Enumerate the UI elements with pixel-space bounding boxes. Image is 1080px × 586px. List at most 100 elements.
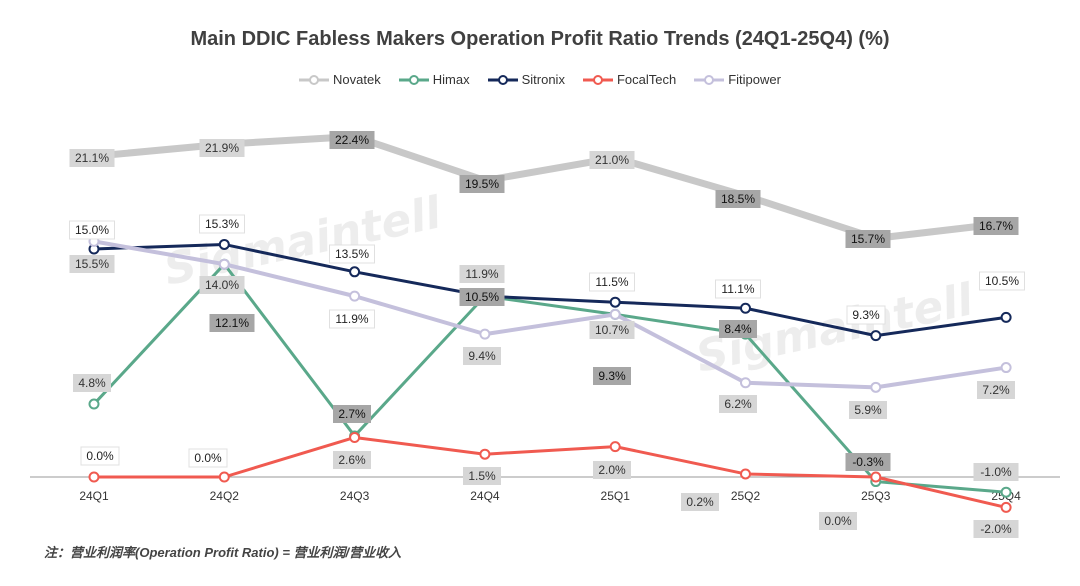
data-label-text: 22.4% xyxy=(335,133,369,147)
data-label-box xyxy=(589,151,635,169)
data-label-box xyxy=(69,255,115,273)
data-point xyxy=(88,398,100,410)
data-label-text: 21.9% xyxy=(205,141,239,155)
data-label-text: 15.3% xyxy=(205,217,239,231)
data-label-himax: 8.4% xyxy=(719,320,757,338)
data-label-sitronix: 15.0% xyxy=(69,220,115,240)
data-point xyxy=(479,448,491,460)
data-label-sitronix: 11.5% xyxy=(589,272,635,292)
data-label-text: 7.2% xyxy=(982,383,1010,397)
x-tick-label: 25Q1 xyxy=(601,489,631,503)
data-label-box xyxy=(973,217,1019,235)
data-label-focaltech: 0.2% xyxy=(681,493,719,511)
data-label-himax: -0.3% xyxy=(845,453,891,471)
legend-marker-icon xyxy=(398,74,429,85)
data-label-text: 0.0% xyxy=(824,514,852,528)
footnote: 注：营业利润率(Operation Profit Ratio) = 营业利润/营… xyxy=(44,545,402,560)
data-point xyxy=(479,328,491,340)
data-label-box xyxy=(589,321,635,339)
data-label-fitipower: 9.4% xyxy=(463,347,501,365)
data-label-novatek: 21.0% xyxy=(589,151,635,169)
chart-title: Main DDIC Fabless Makers Operation Profi… xyxy=(190,28,890,50)
data-label-novatek: 16.7% xyxy=(973,217,1019,235)
data-label-box xyxy=(719,320,757,338)
data-label-himax: 9.3% xyxy=(593,367,631,385)
data-label-box xyxy=(329,244,375,264)
data-point xyxy=(349,266,361,278)
data-label-novatek: 21.1% xyxy=(69,149,115,167)
data-label-box xyxy=(199,214,245,234)
data-label-focaltech: 2.6% xyxy=(333,451,371,469)
data-label-himax: 12.1% xyxy=(209,314,255,332)
legend-label: Fitipower xyxy=(728,72,781,87)
data-label-box xyxy=(463,467,501,485)
legend-item-sitronix: Sitronix xyxy=(487,72,565,87)
legend-item-novatek: Novatek xyxy=(299,72,381,87)
data-label-text: 2.6% xyxy=(338,453,366,467)
data-point xyxy=(870,381,882,393)
data-point xyxy=(740,302,751,314)
legend-marker-icon xyxy=(582,74,613,85)
data-label-himax: -1.0% xyxy=(973,463,1019,481)
data-point xyxy=(218,471,230,483)
data-point xyxy=(740,468,751,480)
data-label-text: 6.2% xyxy=(724,397,752,411)
data-label-box xyxy=(849,401,887,419)
data-label-box xyxy=(459,288,505,306)
data-label-text: 12.1% xyxy=(215,316,249,330)
data-label-sitronix: 13.5% xyxy=(329,244,375,264)
data-label-novatek: 22.4% xyxy=(329,131,375,149)
data-label-text: 15.0% xyxy=(75,223,109,237)
data-label-novatek: 18.5% xyxy=(715,190,761,208)
series-line-fitipower xyxy=(92,239,1009,390)
data-label-text: 2.7% xyxy=(338,407,366,421)
data-point xyxy=(609,308,621,320)
data-label-text: 11.1% xyxy=(721,282,754,296)
data-point xyxy=(1000,362,1012,374)
x-tick-label: 25Q2 xyxy=(731,489,761,503)
x-tick-label: 24Q4 xyxy=(470,489,500,503)
legend-label: Novatek xyxy=(333,72,381,87)
legend-marker-icon xyxy=(694,74,725,85)
data-label-text: 10.7% xyxy=(595,323,629,337)
data-label-text: 0.0% xyxy=(194,451,222,465)
data-label-himax: 10.5% xyxy=(459,288,505,306)
data-label-box xyxy=(329,131,375,149)
data-label-fitipower: 14.0% xyxy=(199,276,245,294)
data-label-box xyxy=(846,305,886,325)
data-label-box xyxy=(973,520,1019,538)
data-label-box xyxy=(979,271,1025,291)
data-label-box xyxy=(73,374,111,392)
data-label-box xyxy=(719,395,757,413)
data-label-box xyxy=(69,149,115,167)
data-point xyxy=(740,377,751,389)
series-line-focaltech xyxy=(92,435,1008,509)
data-label-focaltech: 2.0% xyxy=(593,461,631,479)
data-label-text: -1.0% xyxy=(980,465,1012,479)
data-label-box xyxy=(199,139,245,157)
data-label-text: 15.7% xyxy=(851,232,885,246)
data-label-novatek: 15.7% xyxy=(845,230,891,248)
data-point xyxy=(1000,501,1012,513)
data-label-box xyxy=(459,265,505,283)
data-label-text: 2.0% xyxy=(598,463,626,477)
data-label-text: 10.5% xyxy=(465,290,499,304)
data-label-box xyxy=(333,451,371,469)
data-point xyxy=(870,471,882,483)
data-label-focaltech: -2.0% xyxy=(973,520,1019,538)
data-point xyxy=(609,441,621,453)
data-label-text: 9.3% xyxy=(598,369,626,383)
x-tick-label: 24Q2 xyxy=(210,489,240,503)
data-label-sitronix: 10.5% xyxy=(979,271,1025,291)
data-point xyxy=(349,290,361,302)
data-label-box xyxy=(845,230,891,248)
data-label-box xyxy=(973,463,1019,481)
data-label-text: 21.1% xyxy=(75,151,109,165)
x-tick-label: 25Q3 xyxy=(861,489,891,503)
data-point xyxy=(1000,311,1012,323)
data-label-box xyxy=(329,309,375,329)
data-point xyxy=(870,330,882,342)
data-label-box xyxy=(80,446,120,466)
legend-item-himax: Himax xyxy=(398,72,470,87)
data-label-text: 5.9% xyxy=(854,403,882,417)
